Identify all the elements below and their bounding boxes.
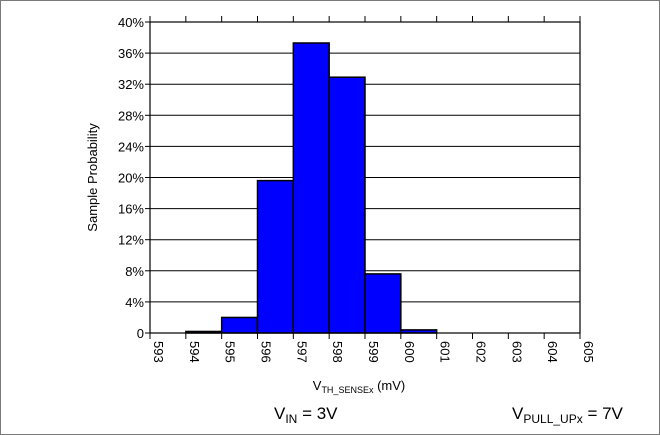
condition-vpull-rest: = 7V (582, 404, 623, 423)
histogram-chart: 593 594 595 596 597 598 599 600 601 602 603 604 605 … (85, 15, 596, 395)
x-tick-label-605: 605 (581, 341, 596, 363)
x-axis-label: VTH_SENSEx (mV) (313, 378, 405, 395)
x-tick-label-600: 600 (402, 341, 417, 363)
x-ticks: 593 594 595 596 597 598 599 600 601 602 603 604 605 (149, 16, 596, 363)
x-tick-label-602: 602 (474, 341, 489, 363)
y-tick-label-7: 28% (118, 108, 144, 123)
x-tick-label-601: 601 (438, 341, 453, 363)
x-tick-label-596: 596 (259, 341, 274, 363)
x-axis-label-main: V (313, 378, 322, 393)
x-tick-label-604: 604 (545, 341, 560, 363)
y-tick-label-4: 16% (118, 202, 144, 217)
bar-599-600 (364, 273, 402, 334)
x-tick-label-597: 597 (294, 341, 309, 363)
x-tick-label-595: 595 (223, 341, 238, 363)
bar-598-599 (328, 76, 366, 334)
condition-vin: VIN = 3V (274, 404, 338, 426)
x-tick-label-593: 593 (151, 341, 166, 363)
x-tick-label-603: 603 (509, 341, 524, 363)
x-tick-label-598: 598 (330, 341, 345, 363)
condition-vin-rest: = 3V (297, 404, 338, 423)
x-tick-label-599: 599 (366, 341, 381, 363)
x-tick-label-594: 594 (187, 341, 202, 363)
x-axis-label-sub: TH_SENSEx (321, 385, 374, 395)
y-tick-label-3: 12% (118, 233, 144, 248)
condition-vin-sub: IN (285, 412, 298, 426)
bars (185, 42, 438, 334)
condition-vin-main: V (274, 404, 286, 423)
bar-595-596 (220, 316, 259, 334)
y-ticks: 0 4% 8% 12% 16% 20% 24% 28% 32% 36% 40% (118, 15, 150, 341)
y-axis-label: Sample Probability (85, 123, 100, 232)
grid-lines (150, 52, 580, 303)
bar-597-598 (292, 42, 330, 334)
y-tick-label-1: 4% (125, 295, 144, 310)
condition-vpull-sub: PULL_UPx (523, 412, 583, 426)
y-tick-label-0: 0 (137, 326, 144, 341)
y-tick-label-10: 40% (118, 15, 144, 30)
y-tick-label-6: 24% (118, 139, 144, 154)
condition-vpull: VPULL_UPx = 7V (512, 404, 623, 426)
condition-vpull-main: V (512, 404, 524, 423)
x-axis-label-unit: (mV) (373, 378, 405, 393)
y-tick-label-5: 20% (118, 171, 144, 186)
y-tick-label-2: 8% (125, 264, 144, 279)
y-tick-label-9: 36% (118, 46, 144, 61)
bar-596-597 (256, 179, 295, 334)
y-tick-label-8: 32% (118, 77, 144, 92)
